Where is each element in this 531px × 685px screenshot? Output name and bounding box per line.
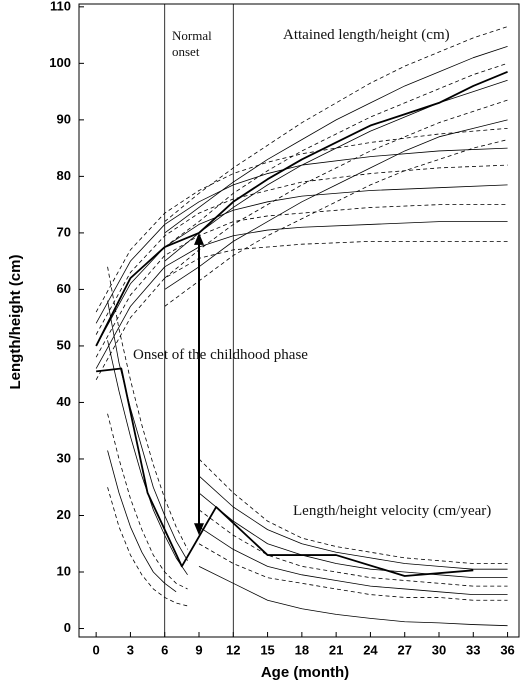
line-series [198,509,508,587]
y-tick-label: 50 [57,337,71,352]
line-series [95,147,508,324]
y-tick-label: 100 [49,55,71,70]
line-series [164,119,508,290]
line-series [198,492,508,579]
y-tick-label: 40 [57,394,71,409]
line-series [164,62,508,248]
x-tick-label: 24 [363,642,378,657]
x-axis-label: Age (month) [261,664,349,681]
line-series [164,99,508,279]
line-series [164,26,508,222]
plot-frame [78,3,520,638]
annotation: Length/height velocity (cm/year) [293,503,492,519]
line-series [164,46,508,234]
line-series [107,450,177,593]
line-series [107,266,188,550]
x-tick-label: 15 [260,642,274,657]
x-tick-label: 33 [466,642,480,657]
line-series [95,221,508,369]
y-tick-label: 20 [57,507,71,522]
line-series [95,70,508,347]
y-tick-label: 0 [64,620,71,635]
line-series [164,79,508,262]
line-series [107,413,188,590]
y-tick-label: 30 [57,450,71,465]
line-series [107,340,188,576]
annotation: Onset of the childhood phase [133,347,308,363]
line-series [95,164,508,335]
arrow-head [194,523,204,536]
arrow-head [194,232,204,245]
x-tick-label: 0 [93,642,100,657]
x-tick-label: 9 [195,642,202,657]
line-series [95,184,508,347]
y-axis-label: Length/height (cm) [7,255,24,390]
x-tick-label: 27 [397,642,411,657]
annotation: Attained length/height (cm) [283,27,450,43]
x-tick-label: 36 [500,642,514,657]
line-series [96,367,474,577]
line-series [198,543,508,601]
line-series [198,526,508,596]
y-tick-label: 110 [50,0,71,13]
annotation: Normal onset [172,28,212,59]
x-tick-label: 12 [226,642,240,657]
y-tick-label: 10 [57,563,71,578]
line-series [198,475,508,570]
line-series [107,300,188,561]
x-tick-label: 6 [161,642,168,657]
line-series [95,127,508,313]
y-tick-label: 70 [57,224,71,239]
x-tick-label: 3 [127,642,134,657]
y-tick-label: 60 [57,281,71,296]
x-tick-label: 30 [432,642,446,657]
line-series [198,458,508,564]
x-tick-label: 18 [295,642,309,657]
line-series [107,487,188,607]
line-series [198,565,508,627]
line-series [95,204,508,358]
y-tick-label: 80 [57,168,71,183]
y-tick-label: 90 [57,111,71,126]
x-tick-label: 21 [329,642,343,657]
line-series [164,139,508,307]
